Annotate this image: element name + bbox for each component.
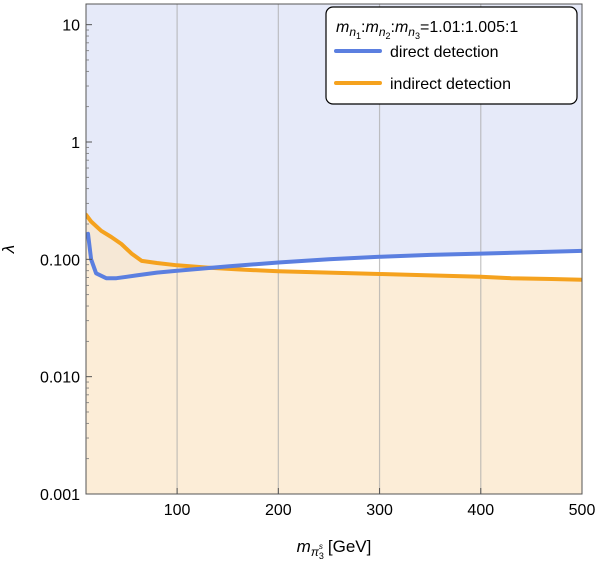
x-label-subsup: s bbox=[319, 542, 323, 551]
y-tick-label: 0.001 bbox=[40, 487, 80, 504]
legend-title-part: n bbox=[349, 25, 356, 39]
legend-box bbox=[325, 6, 578, 105]
legend-title-part: 1 bbox=[356, 31, 361, 41]
legend-label-direct: direct detection bbox=[390, 44, 499, 61]
legend-title-part: : bbox=[391, 19, 395, 36]
legend-title-part: m bbox=[365, 19, 378, 36]
y-tick-label: 10 bbox=[62, 18, 80, 35]
x-tick-label: 200 bbox=[265, 502, 292, 519]
x-tick-label: 300 bbox=[366, 502, 393, 519]
legend: mn1:mn2:mn3=1.01:1.005:1 direct detectio… bbox=[325, 6, 578, 105]
x-tick-label: 100 bbox=[164, 502, 191, 519]
legend-title-part: 2 bbox=[386, 31, 391, 41]
legend-title: mn1:mn2:mn3=1.01:1.005:1 bbox=[336, 19, 518, 41]
legend-title-part: m bbox=[336, 19, 349, 36]
legend-title-part: : bbox=[361, 19, 365, 36]
legend-title-part: =1.01:1.005:1 bbox=[420, 19, 518, 36]
series-lines bbox=[86, 212, 582, 282]
y-tick-label: 0.010 bbox=[40, 370, 80, 387]
x-label-sub: π bbox=[311, 545, 320, 559]
plot-frame bbox=[85, 3, 583, 495]
legend-label-indirect: indirect detection bbox=[390, 76, 511, 93]
legend-title-part: m bbox=[395, 19, 408, 36]
legend-title-part: 3 bbox=[415, 31, 420, 41]
x-tick-label: 400 bbox=[467, 502, 494, 519]
series-line-0 bbox=[86, 231, 582, 281]
legend-title-part: n bbox=[379, 25, 386, 39]
x-axis-label: mπ3s [GeV] bbox=[297, 537, 372, 561]
x-tick-label: 500 bbox=[569, 502, 596, 519]
y-tick-label: 0.100 bbox=[40, 252, 80, 269]
y-tick-label: 1 bbox=[71, 135, 80, 152]
y-axis-label: λ bbox=[0, 245, 18, 254]
legend-title-part: n bbox=[408, 25, 415, 39]
x-label-unit: [GeV] bbox=[328, 537, 371, 556]
fill-region-1 bbox=[86, 214, 582, 494]
y-axis-ticks: 0.001 0.010 0.100 1 10 bbox=[40, 18, 92, 504]
x-label-subsub: 3 bbox=[319, 551, 324, 561]
x-label-symbol: m bbox=[297, 537, 311, 556]
x-axis-ticks: 100 200 300 400 500 bbox=[164, 488, 596, 519]
